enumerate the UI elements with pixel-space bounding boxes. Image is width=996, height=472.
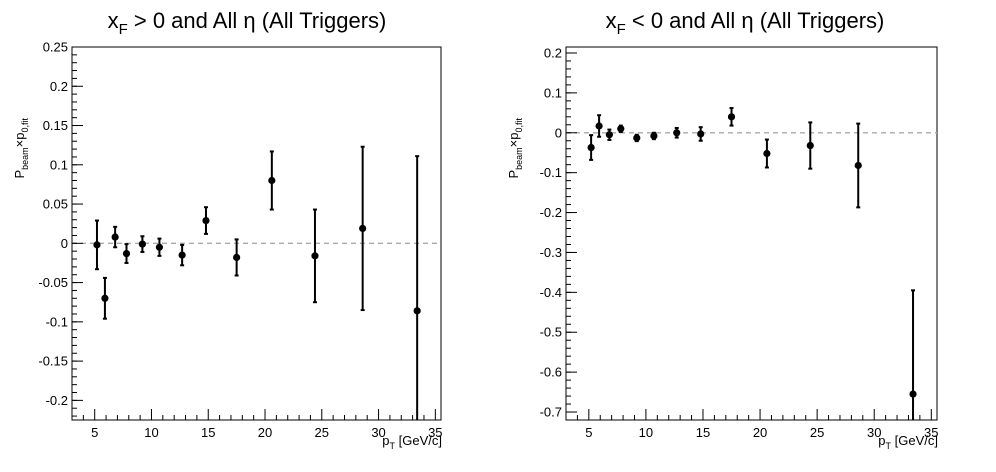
data-marker	[673, 129, 681, 137]
data-point	[727, 107, 736, 127]
x-tick-label: 35	[428, 425, 442, 440]
data-marker	[93, 241, 101, 249]
y-tick-label: 0	[61, 236, 68, 251]
x-tick-label: 5	[91, 425, 98, 440]
data-point	[122, 243, 131, 264]
data-marker	[806, 141, 814, 150]
chart-panel-2: xF < 0 and All η (All Triggers) 0.2 0.1 0 -0…	[506, 8, 939, 451]
data-point	[93, 219, 101, 271]
data-point	[617, 124, 625, 133]
data-marker	[587, 143, 595, 152]
data-marker	[359, 224, 367, 232]
data-marker	[633, 134, 641, 142]
x-tick-label: 15	[201, 425, 215, 440]
data-point	[697, 126, 705, 142]
data-marker	[650, 132, 658, 140]
data-point	[111, 225, 119, 249]
y-tick-label: -0.2	[540, 205, 562, 220]
data-marker	[697, 130, 705, 138]
data-point	[413, 155, 421, 420]
y-tick-label: 0.2	[544, 45, 562, 60]
x-tick-label: 10	[639, 425, 653, 440]
y-tick-label: -0.3	[540, 245, 562, 260]
data-marker	[111, 233, 119, 241]
x-tick-label: 25	[315, 425, 329, 440]
y-tick-label: 0	[555, 125, 562, 140]
y-tick-label: -0.1	[540, 165, 562, 180]
y-tick-label: -0.6	[540, 365, 562, 380]
data-marker	[595, 122, 603, 130]
chart-panel-1: xF > 0 and All η (All Triggers) 0.25 0.2 0.…	[12, 8, 443, 451]
plot-frame	[71, 46, 442, 421]
y-axis-label: Pbeam×p0,fit	[12, 118, 30, 179]
data-point	[233, 238, 241, 277]
data-marker	[854, 161, 862, 170]
data-point	[605, 128, 613, 141]
x-tick-label: 20	[258, 425, 272, 440]
data-point	[595, 114, 603, 138]
y-tick-label: -0.15	[38, 354, 68, 369]
y-tick-label: -0.2	[46, 393, 68, 408]
data-marker	[122, 249, 131, 258]
data-marker	[763, 149, 771, 158]
y-tick-label: 0.2	[50, 79, 68, 94]
x-tick-label: 30	[371, 425, 385, 440]
data-point	[268, 150, 276, 211]
data-point	[650, 131, 658, 141]
x-tick-label: 30	[867, 425, 881, 440]
x-tick-label: 25	[810, 425, 824, 440]
y-tick-label: -0.05	[38, 275, 68, 290]
data-marker	[311, 252, 319, 260]
x-tick-label: 5	[585, 425, 592, 440]
data-marker	[413, 307, 421, 315]
x-tick-label: 35	[924, 425, 938, 440]
data-marker	[727, 113, 736, 121]
y-tick-label: 0.1	[50, 157, 68, 172]
x-axis-label: pT [GeV/c]	[878, 433, 938, 451]
data-point	[202, 206, 210, 235]
data-point	[854, 122, 862, 209]
data-point	[359, 145, 367, 312]
data-point	[806, 121, 814, 170]
x-tick-label: 15	[696, 425, 710, 440]
x-axis-label: pT [GeV/c]	[382, 433, 442, 451]
chart-title: xF < 0 and All η (All Triggers)	[606, 8, 885, 38]
y-tick-label: 0.25	[43, 40, 68, 55]
y-tick-label: 0.05	[43, 197, 68, 212]
data-point	[101, 276, 109, 320]
y-tick-label: -0.1	[46, 314, 68, 329]
chart-title: xF > 0 and All η (All Triggers)	[108, 8, 387, 38]
data-marker	[202, 216, 210, 225]
data-marker	[155, 243, 164, 251]
data-point	[909, 289, 917, 420]
data-point	[178, 243, 186, 267]
y-tick-label: -0.5	[540, 325, 562, 340]
data-point	[673, 126, 681, 139]
y-tick-label: 0.15	[43, 118, 68, 133]
data-marker	[233, 253, 241, 262]
x-tick-label: 20	[753, 425, 767, 440]
data-marker	[909, 390, 917, 398]
data-point	[138, 235, 146, 253]
data-point	[763, 138, 771, 169]
data-marker	[268, 176, 276, 185]
data-marker	[138, 240, 146, 248]
y-tick-label: -0.7	[540, 405, 562, 420]
data-marker	[101, 294, 109, 302]
y-tick-label: 0.1	[544, 85, 562, 100]
y-axis-label: Pbeam×p0,fit	[506, 118, 524, 179]
data-marker	[605, 131, 613, 139]
data-point	[311, 208, 319, 304]
plot-frame	[565, 46, 938, 421]
x-tick-label: 10	[144, 425, 158, 440]
data-point	[155, 237, 164, 257]
data-marker	[178, 251, 186, 259]
data-point	[587, 134, 595, 161]
y-tick-label: -0.4	[540, 285, 562, 300]
data-point	[633, 133, 641, 143]
data-marker	[617, 125, 625, 133]
